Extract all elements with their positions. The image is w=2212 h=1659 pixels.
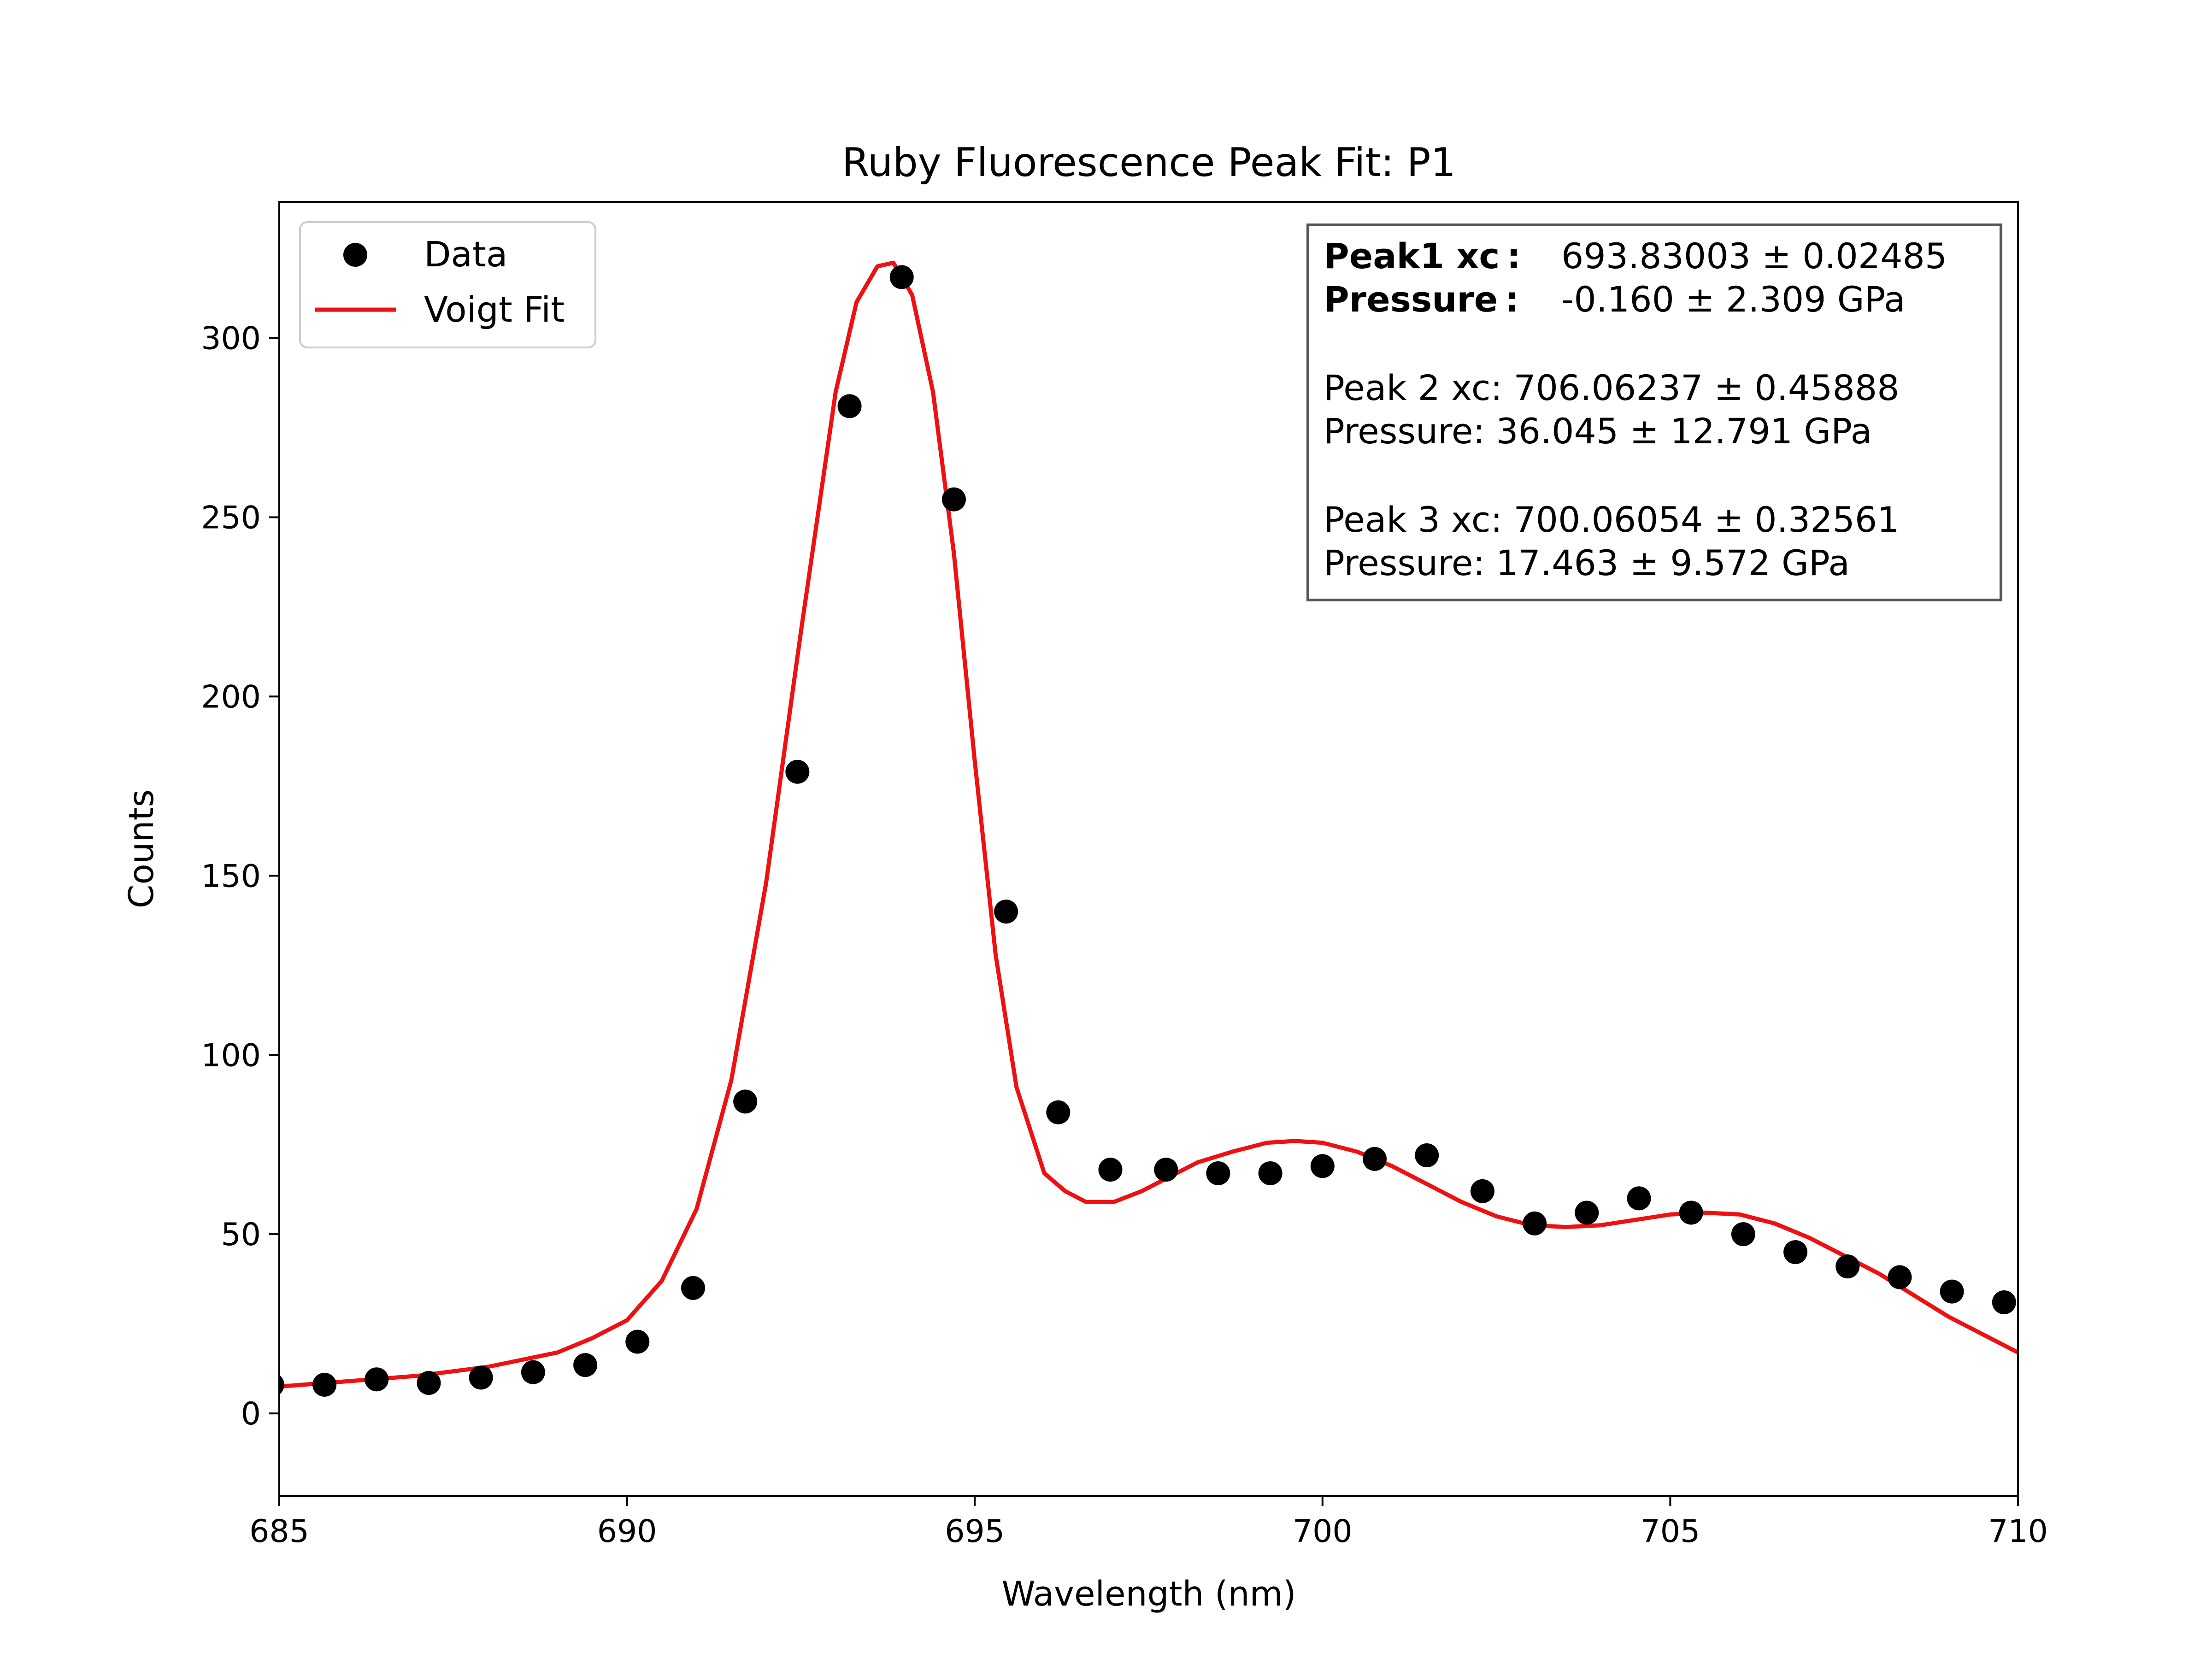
data-point	[1992, 1290, 2016, 1314]
legend-fit-label: Voigt Fit	[424, 289, 565, 330]
data-point	[1575, 1200, 1599, 1225]
x-axis-label: Wavelength (nm)	[1001, 1574, 1296, 1614]
x-tick-label: 690	[597, 1513, 657, 1550]
legend-data-marker	[343, 243, 367, 267]
data-layer	[279, 265, 2016, 1397]
y-axis-label: Counts	[122, 789, 161, 908]
data-point	[1940, 1279, 1964, 1304]
annotation-peak1-value: 693.83003 ± 0.02485	[1561, 235, 1947, 276]
data-point	[889, 265, 914, 289]
y-tick-label: 50	[221, 1217, 261, 1253]
annotation-box: Peak1 xc : 693.83003 ± 0.02485 Pressure …	[1306, 224, 2002, 601]
data-point	[625, 1330, 650, 1354]
data-point	[1523, 1211, 1547, 1235]
data-point	[1098, 1158, 1123, 1182]
data-point	[521, 1360, 545, 1384]
data-point	[733, 1089, 758, 1114]
plot-frame	[278, 201, 2019, 1497]
fit-layer	[279, 260, 2018, 1389]
data-point	[279, 1375, 284, 1395]
data-point	[837, 394, 862, 418]
data-point	[1888, 1265, 1912, 1289]
data-point	[681, 1276, 705, 1300]
annotation-peak3: Peak 3 xc: 700.06054 ± 0.32561	[1324, 499, 1900, 540]
data-point	[941, 487, 966, 512]
y-tick-label: 150	[201, 858, 261, 894]
y-tick-label: 250	[201, 500, 261, 536]
legend: Data Voigt Fit	[299, 221, 596, 348]
annotation-pressure3: Pressure: 17.463 ± 9.572 GPa	[1324, 542, 1850, 583]
y-tick-label: 100	[201, 1037, 261, 1074]
x-axis-ticks: 685 690 695 700 705 710	[249, 1496, 2048, 1550]
legend-box	[299, 221, 596, 348]
y-tick-label: 0	[241, 1396, 261, 1432]
data-point	[1627, 1186, 1651, 1211]
y-tick-label: 300	[201, 321, 261, 357]
data-point	[1154, 1158, 1178, 1182]
data-point	[1206, 1161, 1230, 1185]
data-point	[312, 1372, 337, 1397]
data-point	[1258, 1161, 1282, 1185]
x-tick-label: 700	[1293, 1513, 1353, 1550]
y-tick-label: 200	[201, 679, 261, 715]
data-point	[1470, 1179, 1494, 1203]
legend-data-label: Data	[424, 234, 507, 275]
y-axis-ticks: 0 50 100 150 200 250 300	[201, 321, 279, 1432]
x-tick-label: 705	[1641, 1513, 1700, 1550]
x-tick-label: 695	[945, 1513, 1005, 1550]
data-point	[1835, 1254, 1860, 1279]
annotation-peak1-label: Peak1 xc :	[1324, 235, 1521, 276]
data-point	[1415, 1143, 1439, 1168]
x-tick-label: 710	[1988, 1513, 2048, 1550]
data-point	[1679, 1200, 1703, 1225]
data-point	[994, 900, 1018, 924]
data-point	[469, 1365, 493, 1390]
data-point	[785, 759, 810, 784]
data-point	[573, 1353, 598, 1377]
data-point	[1362, 1147, 1387, 1171]
data-point	[417, 1371, 441, 1395]
data-point	[1310, 1154, 1335, 1178]
data-point	[1046, 1100, 1071, 1124]
data-point	[365, 1367, 389, 1392]
x-tick-label: 685	[249, 1513, 309, 1550]
chart-title: Ruby Fluorescence Peak Fit: P1	[842, 140, 1456, 186]
annotation-frame	[1306, 224, 2002, 601]
plot-area: 685 690 695 700 705 710 0 50 100 150 200 250 300	[201, 201, 2048, 1550]
annotation-peak2: Peak 2 xc: 706.06237 ± 0.45888	[1324, 367, 1900, 408]
annotation-pressure1-label: Pressure :	[1324, 279, 1519, 320]
annotation-pressure1-value: -0.160 ± 2.309 GPa	[1561, 279, 1906, 320]
voigt-fit-line	[279, 260, 2018, 1389]
annotation-pressure2: Pressure: 36.045 ± 12.791 GPa	[1324, 411, 1872, 452]
data-point	[1783, 1240, 1808, 1265]
data-point	[1731, 1222, 1755, 1247]
